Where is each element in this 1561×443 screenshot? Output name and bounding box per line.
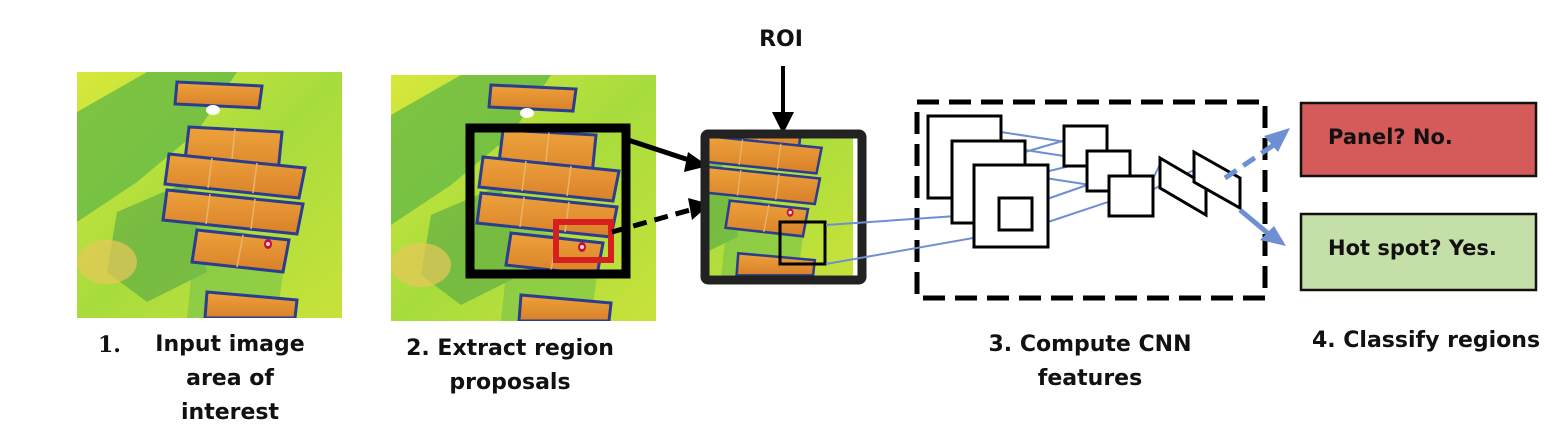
cnn-container xyxy=(914,99,1268,301)
cnn-layers xyxy=(926,114,1242,249)
output-arrow-panel-head xyxy=(1264,128,1290,152)
roi-label: ROI xyxy=(759,27,803,52)
step3-line1: 3. Compute CNN xyxy=(988,332,1192,357)
roi-thermal-image xyxy=(706,136,855,277)
step1-line1: Input image xyxy=(155,332,305,357)
roi-frame xyxy=(700,129,867,285)
proposals-thermal-image xyxy=(391,75,656,321)
panel-result-box xyxy=(1299,101,1538,178)
step1-number: 1. xyxy=(98,332,121,358)
hotspot-proposal-box xyxy=(553,219,614,263)
fc-layer-2 xyxy=(1192,149,1242,211)
step2-line2: proposals xyxy=(449,370,571,395)
hotspot-result-box xyxy=(1299,212,1538,292)
panel-result-text: Panel? No. xyxy=(1328,125,1453,149)
feature-map-3 xyxy=(1107,174,1155,218)
step4-label: 4. Classify regions xyxy=(1311,328,1541,353)
output-arrow-panel xyxy=(1223,139,1280,181)
step2-line1: 2. Extract region xyxy=(406,336,614,361)
proposal-arrow-dashed xyxy=(611,207,691,235)
step1-line3: interest xyxy=(180,400,280,425)
region-proposal-box xyxy=(465,123,631,279)
output-arrow-hotspot-head xyxy=(1260,226,1286,246)
output-arrow-hotspot xyxy=(1238,208,1272,237)
fc-layer-1 xyxy=(1158,155,1208,218)
proposal-arrow-solid xyxy=(627,137,696,165)
roi-arrow-head xyxy=(772,112,794,134)
step3-line2: features xyxy=(1037,366,1143,391)
conv-kernel xyxy=(997,196,1034,232)
roi-hotspot-box xyxy=(778,220,827,266)
hotspot-result-text: Hot spot? Yes. xyxy=(1328,236,1497,260)
input-thermal-image xyxy=(77,72,342,318)
step1-line2: area of xyxy=(186,366,274,391)
